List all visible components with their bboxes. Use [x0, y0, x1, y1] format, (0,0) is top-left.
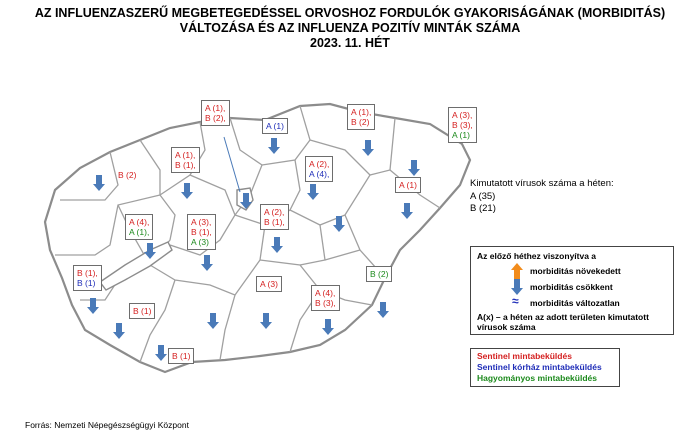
- sample-type-box: [470, 348, 620, 387]
- region-value: B (1),: [175, 160, 196, 170]
- region-value: A (2),: [264, 207, 285, 217]
- region-value: A (1): [399, 180, 417, 190]
- region-label-fejer: A (3), B (1), A (3): [187, 214, 216, 250]
- region-value: B (1),: [264, 217, 285, 227]
- region-value: A (1): [266, 121, 284, 131]
- region-value: A (3),: [191, 217, 212, 227]
- decrease-arrow-icon: [322, 319, 334, 335]
- decrease-arrow-icon: [362, 140, 374, 156]
- region-label-gyor: B (2): [118, 170, 136, 180]
- decrease-arrow-icon: [307, 184, 319, 200]
- decrease-arrow-icon: [240, 193, 252, 209]
- region-value: A (3),: [452, 110, 473, 120]
- region-label-baranya: B (1): [168, 348, 195, 364]
- map-title-line-1: AZ INFLUENZASZERŰ MEGBETEGEDÉSSEL ORVOSH…: [34, 6, 666, 20]
- decrease-arrow-icon: [401, 203, 413, 219]
- legend-box: [470, 246, 674, 335]
- decrease-arrow-icon: [181, 183, 193, 199]
- region-value: A (3): [260, 279, 278, 289]
- region-value: A (4),: [129, 217, 150, 227]
- decrease-arrow-icon: [260, 313, 272, 329]
- county-border: [324, 249, 361, 261]
- region-value: A (1),: [351, 107, 372, 117]
- sample-type-traditional: Hagyományos mintabeküldés: [477, 373, 597, 383]
- region-value: B (1),: [77, 268, 98, 278]
- country-outline: [43, 102, 472, 374]
- region-value: B (3),: [452, 120, 473, 130]
- budapest-leader-line: [223, 136, 241, 193]
- decrease-arrow-icon: [87, 298, 99, 314]
- region-value: A (4),: [309, 169, 330, 179]
- region-label-borsod: A (1), B (2): [347, 104, 376, 130]
- county-border: [60, 151, 119, 201]
- sample-type-sentinel: Sentinel mintabeküldés: [477, 351, 572, 361]
- decrease-arrow-icon: [144, 243, 156, 259]
- region-label-nograd: A (1): [262, 118, 288, 134]
- region-value: B (1): [172, 351, 191, 361]
- region-label-bacs: A (3): [256, 276, 282, 292]
- increase-arrow-icon: [511, 263, 523, 279]
- decrease-arrow-icon: [511, 279, 523, 295]
- region-label-heves: A (2), A (4),: [305, 156, 334, 182]
- region-value: A (1),: [129, 227, 150, 237]
- county-border: [261, 105, 311, 166]
- legend-increase: morbiditás növekedett: [530, 266, 621, 276]
- region-value: B (2): [118, 170, 137, 180]
- county-border: [289, 174, 371, 226]
- region-value: A (1),: [205, 103, 226, 113]
- source-note: Forrás: Nemzeti Népegészségügyi Központ: [25, 420, 189, 430]
- region-value: A (2),: [309, 159, 330, 169]
- region-value: B (2),: [205, 113, 226, 123]
- region-label-hajdu: A (1): [395, 177, 421, 193]
- county-border: [169, 174, 236, 256]
- decrease-arrow-icon: [207, 313, 219, 329]
- detected-virus-b: B (21): [470, 203, 496, 214]
- region-value: B (1): [133, 306, 152, 316]
- decrease-arrow-icon: [113, 323, 125, 339]
- region-value: A (1): [452, 130, 470, 140]
- region-value: B (3),: [315, 298, 336, 308]
- map-title-line-3: 2023. 11. HÉT: [310, 36, 390, 50]
- region-value: A (1),: [175, 150, 196, 160]
- region-value: B (2): [370, 269, 389, 279]
- detected-virus-a: A (35): [470, 191, 496, 202]
- region-value: B (1): [77, 278, 96, 288]
- region-label-budapest: A (1), B (2),: [201, 100, 230, 126]
- county-border: [139, 279, 176, 363]
- detected-virus-title: Kimutatott vírusok száma a héten:: [470, 178, 614, 189]
- map-title-line-2: VÁLTOZÁSA ÉS AZ INFLUENZA POZITÍV MINTÁK…: [179, 21, 521, 35]
- decrease-arrow-icon: [201, 255, 213, 271]
- region-value: B (2): [351, 117, 370, 127]
- county-border: [149, 264, 236, 361]
- decrease-arrow-icon: [268, 138, 280, 154]
- unchanged-icon: ≈: [512, 294, 519, 308]
- region-label-komarom: A (1), B (1),: [171, 147, 200, 173]
- region-label-vas: A (4), A (1),: [125, 214, 154, 240]
- decrease-arrow-icon: [271, 237, 283, 253]
- region-value: A (4),: [315, 288, 336, 298]
- region-label-zala: B (1), B (1): [73, 265, 102, 291]
- region-label-bekes: B (2): [366, 266, 393, 282]
- sample-type-hospital: Sentinel kórház mintabeküldés: [477, 362, 602, 372]
- region-label-pest: A (2), B (1),: [260, 204, 289, 230]
- decrease-arrow-icon: [155, 345, 167, 361]
- decrease-arrow-icon: [333, 216, 345, 232]
- legend-title: Az előző héthez viszonyítva a: [477, 251, 597, 261]
- legend-note: A(x) – a héten az adott területen kimuta…: [477, 312, 649, 332]
- region-value: B (1),: [191, 227, 212, 237]
- region-label-szabolcs: A (3), B (3), A (1): [448, 107, 477, 143]
- region-value: A (3): [191, 237, 209, 247]
- region-label-csongrad: A (4), B (3),: [311, 285, 340, 311]
- legend-decrease: morbiditás csökkent: [530, 282, 613, 292]
- legend-unchanged: morbiditás változatlan: [530, 298, 620, 308]
- decrease-arrow-icon: [408, 160, 420, 176]
- decrease-arrow-icon: [377, 302, 389, 318]
- decrease-arrow-icon: [93, 175, 105, 191]
- region-label-somogy: B (1): [129, 303, 156, 319]
